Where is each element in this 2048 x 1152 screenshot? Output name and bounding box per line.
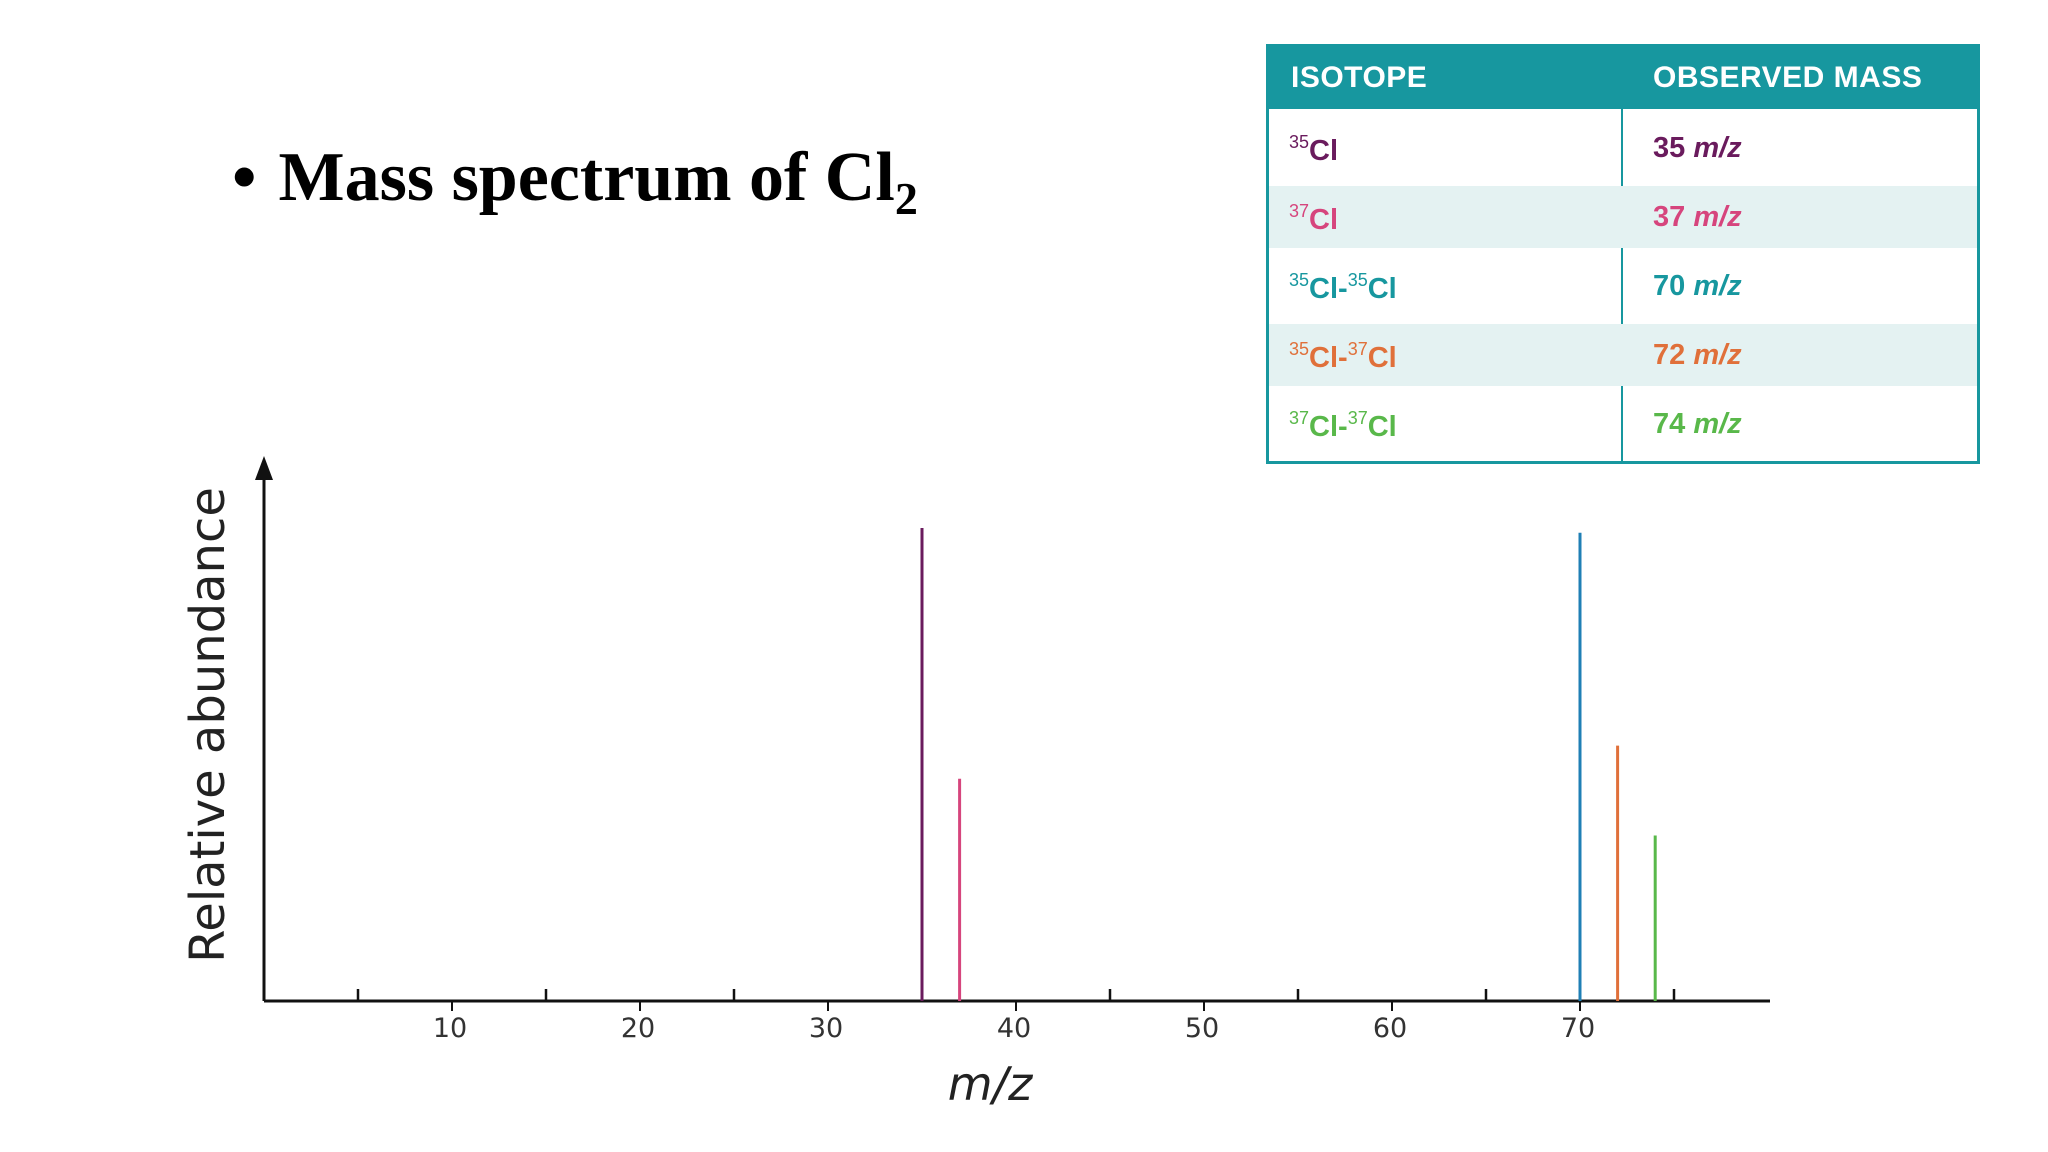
observed-mass-cell: 70 m/z xyxy=(1653,270,1742,303)
isotope-cell: 37Cl-37Cl xyxy=(1289,408,1397,444)
y-axis-arrow xyxy=(255,456,273,480)
table-row: 37Cl 37 m/z xyxy=(1269,186,1977,248)
mass-value: 72 xyxy=(1653,339,1686,371)
mass-unit: m/z xyxy=(1685,201,1742,233)
mass-unit: m/z xyxy=(1685,270,1742,302)
slide-title: • Mass spectrum of Cl2 xyxy=(232,138,918,225)
observed-mass-cell: 72 m/z xyxy=(1653,339,1742,372)
table-row: 35Cl-35Cl 70 m/z xyxy=(1269,255,1977,317)
mass-unit: m/z xyxy=(1685,132,1742,164)
element-symbol: Cl xyxy=(1367,342,1397,374)
mass-number: 35 xyxy=(1347,270,1368,290)
x-tick-label: 70 xyxy=(1561,1013,1595,1044)
element-symbol: Cl- xyxy=(1309,273,1348,305)
mass-unit: m/z xyxy=(1685,408,1742,440)
table-row: 35Cl 35 m/z xyxy=(1269,117,1977,179)
header-observed-mass: OBSERVED MASS xyxy=(1653,61,1923,94)
element-symbol: Cl xyxy=(1367,273,1397,305)
x-tick-label: 60 xyxy=(1373,1013,1407,1044)
mass-number: 37 xyxy=(1289,201,1310,221)
title-subscript: 2 xyxy=(894,173,918,224)
element-symbol: Cl xyxy=(1309,204,1339,236)
mass-value: 74 xyxy=(1653,408,1686,440)
title-bullet: • xyxy=(232,139,257,216)
mass-value: 70 xyxy=(1653,270,1686,302)
mass-number: 35 xyxy=(1289,270,1310,290)
column-divider xyxy=(1621,47,1623,461)
isotope-cell: 35Cl xyxy=(1289,132,1338,168)
element-symbol: Cl- xyxy=(1309,342,1348,374)
element-symbol: Cl xyxy=(1367,411,1397,443)
table-header: ISOTOPE OBSERVED MASS xyxy=(1269,47,1977,109)
x-axis-title: m/z xyxy=(948,1057,1033,1111)
x-tick-label: 40 xyxy=(997,1013,1031,1044)
element-symbol: Cl- xyxy=(1309,411,1348,443)
isotope-table: ISOTOPE OBSERVED MASS 35Cl 35 m/z 37Cl 37 m… xyxy=(1266,44,1980,464)
mass-value: 37 xyxy=(1653,201,1686,233)
table-row: 35Cl-37Cl 72 m/z xyxy=(1269,324,1977,386)
mass-number: 37 xyxy=(1347,339,1368,359)
title-text: Mass spectrum of Cl xyxy=(278,139,895,216)
element-symbol: Cl xyxy=(1309,135,1339,167)
isotope-cell: 37Cl xyxy=(1289,201,1338,237)
observed-mass-cell: 37 m/z xyxy=(1653,201,1742,234)
mass-number: 35 xyxy=(1289,339,1310,359)
x-tick-label: 10 xyxy=(433,1013,467,1044)
x-tick-label: 30 xyxy=(809,1013,843,1044)
mass-value: 35 xyxy=(1653,132,1686,164)
y-axis-title: Relative abundance xyxy=(180,487,236,963)
x-tick-label: 50 xyxy=(1185,1013,1219,1044)
observed-mass-cell: 35 m/z xyxy=(1653,132,1742,165)
isotope-cell: 35Cl-37Cl xyxy=(1289,339,1397,375)
isotope-cell: 35Cl-35Cl xyxy=(1289,270,1397,306)
mass-number: 37 xyxy=(1289,408,1310,428)
mass-unit: m/z xyxy=(1685,339,1742,371)
header-isotope: ISOTOPE xyxy=(1291,61,1428,94)
x-tick-label: 20 xyxy=(621,1013,655,1044)
mass-number: 37 xyxy=(1347,408,1368,428)
table-row: 37Cl-37Cl 74 m/z xyxy=(1269,393,1977,455)
observed-mass-cell: 74 m/z xyxy=(1653,408,1742,441)
mass-number: 35 xyxy=(1289,132,1310,152)
